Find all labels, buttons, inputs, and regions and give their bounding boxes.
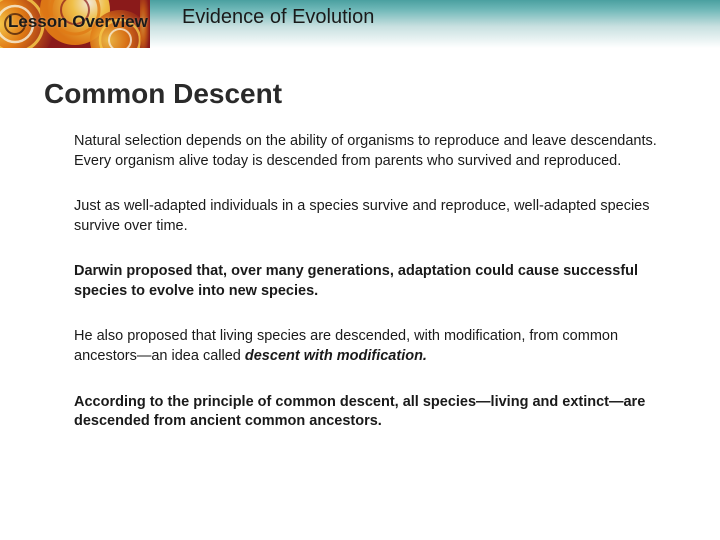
text-run: descent with modification.: [245, 348, 427, 364]
text-run: According to the principle of common des…: [74, 394, 645, 430]
paragraph: He also proposed that living species are…: [44, 327, 680, 366]
slide-header: Lesson Overview Evidence of Evolution: [0, 0, 720, 48]
paragraph: Darwin proposed that, over many generati…: [44, 262, 680, 301]
header-title-bar: Evidence of Evolution: [150, 0, 720, 48]
text-run: Just as well-adapted individuals in a sp…: [74, 198, 650, 234]
slide-content: Common Descent Natural selection depends…: [0, 48, 720, 478]
paragraph-container: Natural selection depends on the ability…: [44, 132, 680, 432]
section-heading: Common Descent: [44, 78, 680, 110]
text-run: Darwin proposed that, over many generati…: [74, 263, 638, 299]
paragraph: According to the principle of common des…: [44, 393, 680, 432]
slide-title: Evidence of Evolution: [150, 6, 374, 29]
paragraph: Natural selection depends on the ability…: [44, 132, 680, 171]
paragraph: Just as well-adapted individuals in a sp…: [44, 197, 680, 236]
text-run: Natural selection depends on the ability…: [74, 133, 657, 169]
lesson-overview-label: Lesson Overview: [8, 12, 148, 32]
